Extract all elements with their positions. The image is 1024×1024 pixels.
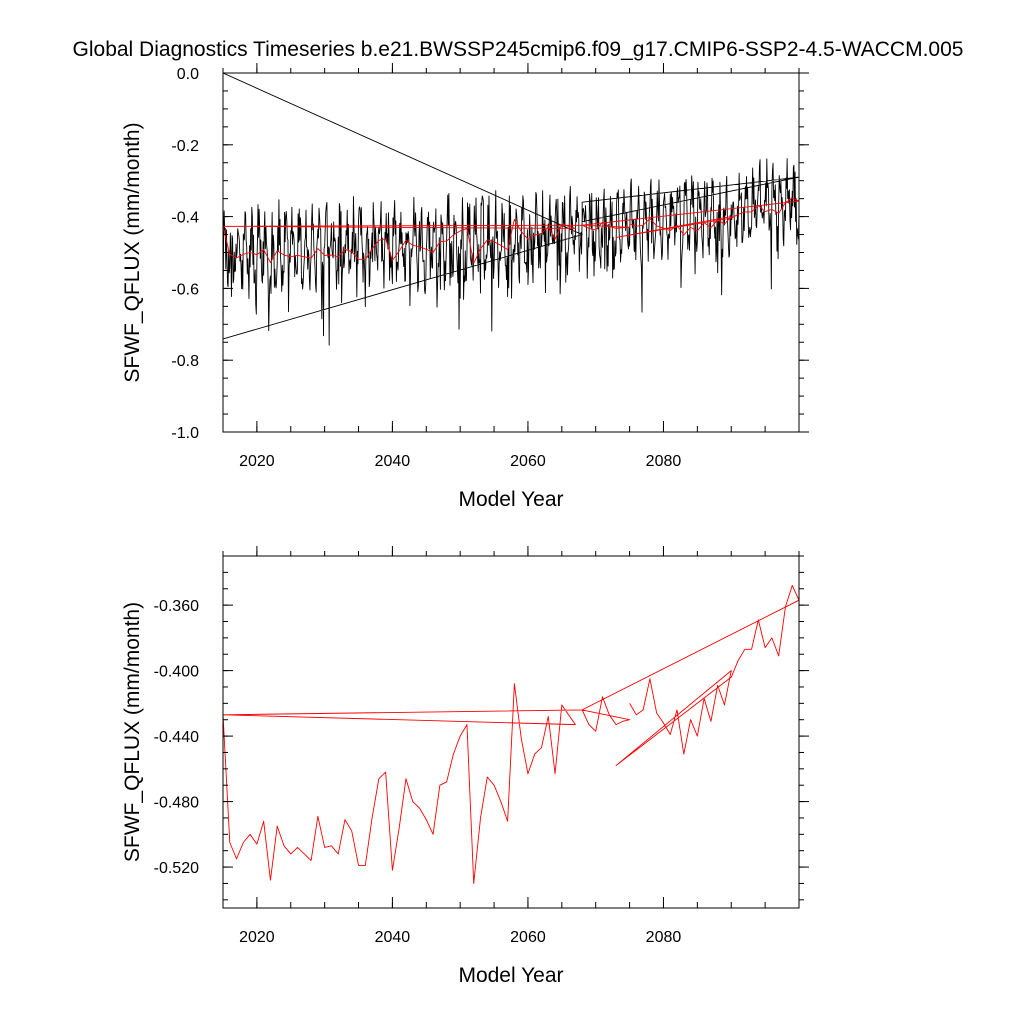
bottom-y-axis-title: SFWF_QFLUX (mm/month) xyxy=(121,602,144,862)
x-tick-label: 2060 xyxy=(510,929,546,946)
series-line-annual-mean-overlay xyxy=(223,197,799,264)
top-plot-area xyxy=(223,73,799,346)
series-line-annual-mean xyxy=(223,585,799,884)
y-tick-label: -0.4 xyxy=(171,210,199,227)
y-tick-label: 0.0 xyxy=(177,66,199,83)
bottom-panel: 2020 2040 2060 2080 -0.360 -0.400 -0.440 -0.480… xyxy=(121,546,809,987)
x-tick-label: 2060 xyxy=(510,453,546,470)
bottom-plot-area xyxy=(223,585,799,884)
top-axes: 2020 2040 2060 2080 0.0 -0.2 -0.4 -0.6 -0.8 -1.0 xyxy=(171,63,809,470)
y-tick-label: -0.2 xyxy=(171,138,199,155)
x-tick-label: 2040 xyxy=(375,453,411,470)
y-tick-label: -0.520 xyxy=(154,860,199,877)
top-y-axis-title: SFWF_QFLUX (mm/month) xyxy=(121,122,144,382)
y-tick-label: -0.6 xyxy=(171,281,199,298)
series-group xyxy=(223,73,799,346)
y-tick-label: -0.480 xyxy=(154,795,199,812)
bottom-x-axis-title: Model Year xyxy=(458,964,563,987)
x-tick-label: 2080 xyxy=(646,929,682,946)
y-tick-label: -0.400 xyxy=(154,664,199,681)
x-tick-label: 2020 xyxy=(239,453,275,470)
y-tick-label: -0.440 xyxy=(154,729,199,746)
figure-title: Global Diagnostics Timeseries b.e21.BWSS… xyxy=(73,38,964,61)
y-tick-label: -0.360 xyxy=(154,598,199,615)
x-tick-label: 2040 xyxy=(375,929,411,946)
series-group xyxy=(223,585,799,884)
x-tick-label: 2020 xyxy=(239,929,275,946)
plot-frame xyxy=(222,555,800,909)
top-panel: 2020 2040 2060 20800.0-0.2-0.4-0.6-0.8-1.0 … xyxy=(121,63,809,511)
top-x-axis-title: Model Year xyxy=(458,488,563,511)
x-tick-label: 2080 xyxy=(646,453,682,470)
series-line-monthly xyxy=(223,73,799,346)
bottom-axes: 2020 2040 2060 2080 -0.360 -0.400 -0.440 -0.480… xyxy=(154,546,809,946)
y-tick-label: -0.8 xyxy=(171,353,199,370)
y-tick-label: -1.0 xyxy=(171,425,199,442)
